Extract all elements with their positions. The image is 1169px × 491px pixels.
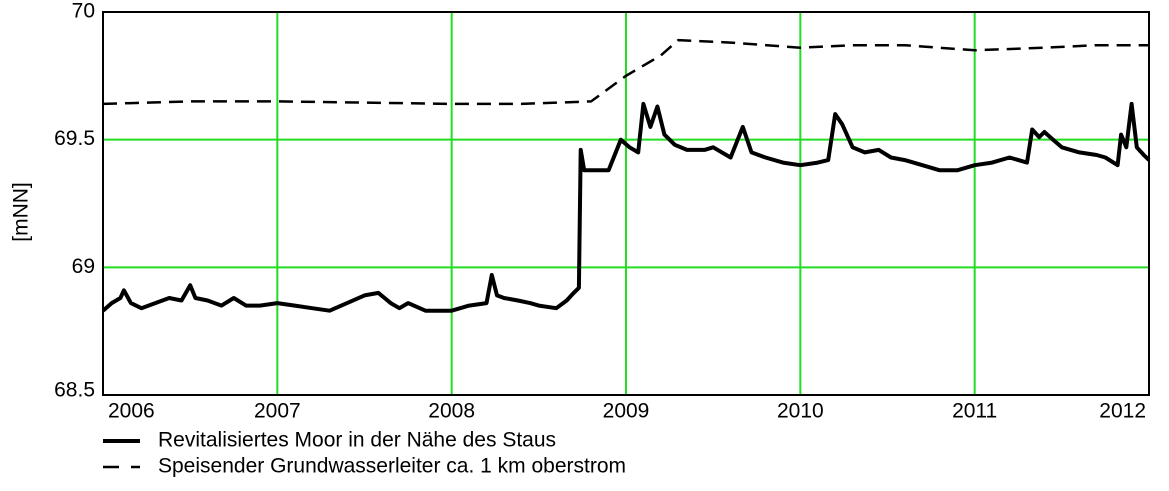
y-tick-label: 69 [72,255,95,278]
x-tick-label: 2010 [777,400,824,423]
x-tick-label: 2006 [108,400,155,423]
y-tick-label: 70 [72,0,95,23]
x-tick-label: 2007 [254,400,301,423]
x-tick-label: 2009 [603,400,650,423]
x-tick-label: 2008 [428,400,475,423]
y-tick-label: 69.5 [54,127,95,150]
x-tick-label: 2012 [1099,400,1146,423]
legend-label: Speisender Grundwasserleiter ca. 1 km ob… [158,455,626,478]
y-axis-label: [mNN] [10,182,33,242]
plot-frame [102,11,1150,396]
legend-label: Revitalisiertes Moor in der Nähe des Sta… [158,429,556,452]
data-line [101,101,1151,313]
data-line [102,38,1149,106]
x-tick-label: 2011 [952,400,997,423]
y-tick-label: 68.5 [54,379,95,402]
